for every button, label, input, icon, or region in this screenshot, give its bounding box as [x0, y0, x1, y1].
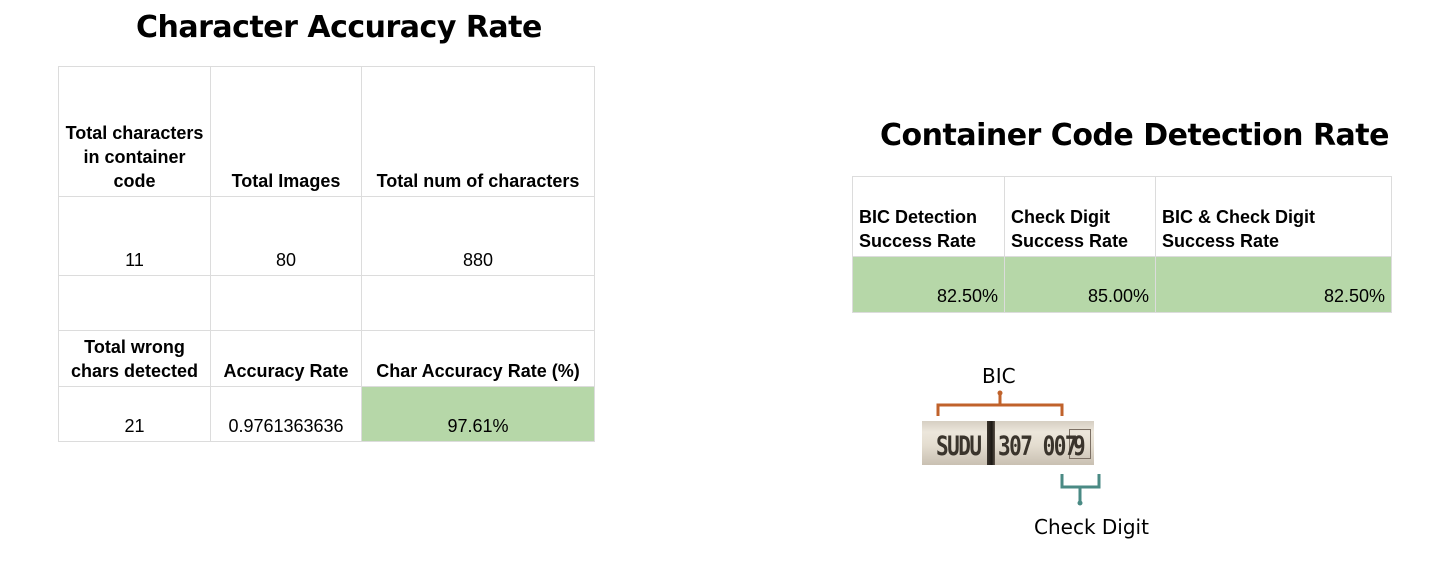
plate-seam	[987, 421, 995, 465]
header-bic-and-check-digit: BIC & Check Digit Success Rate	[1155, 176, 1392, 257]
plate-serial-number: 307 007	[998, 431, 1078, 461]
cell-check-digit-rate: 85.00%	[1004, 256, 1156, 313]
cell-bic-and-check-digit-rate: 82.50%	[1155, 256, 1392, 313]
header-accuracy-rate: Accuracy Rate	[210, 330, 362, 387]
cell-total-characters: 11	[58, 196, 211, 276]
header-char-accuracy-rate: Char Accuracy Rate (%)	[361, 330, 595, 387]
table-row: Total characters in container code Total…	[58, 66, 595, 197]
empty-cell	[58, 275, 211, 331]
check-digit-box	[1069, 429, 1091, 459]
empty-cell	[361, 275, 595, 331]
cell-total-images: 80	[210, 196, 362, 276]
container-code-image: SUDU 307 007 9	[922, 421, 1094, 465]
header-total-num-characters: Total num of characters	[361, 66, 595, 197]
cell-total-num-characters: 880	[361, 196, 595, 276]
check-digit-label: Check Digit	[1034, 515, 1149, 539]
plate-owner-code: SUDU	[936, 431, 982, 461]
header-total-images: Total Images	[210, 66, 362, 197]
cell-accuracy-rate: 0.9761363636	[210, 386, 362, 442]
table-row: BIC Detection Success Rate Check Digit S…	[852, 176, 1392, 257]
empty-cell	[210, 275, 362, 331]
bic-bracket	[936, 390, 1064, 416]
cell-bic-detection-rate: 82.50%	[852, 256, 1005, 313]
table-row	[58, 275, 595, 331]
code-detection-title: Container Code Detection Rate	[880, 118, 1389, 153]
table-row: 21 0.9761363636 97.61%	[58, 386, 595, 442]
table-row: 11 80 880	[58, 196, 595, 276]
table-row: Total wrong chars detected Accuracy Rate…	[58, 330, 595, 387]
check-digit-bracket	[1060, 474, 1101, 506]
header-check-digit: Check Digit Success Rate	[1004, 176, 1156, 257]
plate-check-digit: 9	[1073, 431, 1086, 461]
cell-char-accuracy-rate: 97.61%	[361, 386, 595, 442]
cell-total-wrong-chars: 21	[58, 386, 211, 442]
char-accuracy-title: Character Accuracy Rate	[136, 10, 542, 45]
table-row: 82.50% 85.00% 82.50%	[852, 256, 1392, 313]
char-accuracy-table: Total characters in container code Total…	[58, 66, 595, 442]
code-detection-table: BIC Detection Success Rate Check Digit S…	[852, 176, 1392, 313]
header-total-wrong-chars: Total wrong chars detected	[58, 330, 211, 387]
bic-label: BIC	[982, 364, 1016, 388]
header-total-characters: Total characters in container code	[58, 66, 211, 197]
header-bic-detection: BIC Detection Success Rate	[852, 176, 1005, 257]
